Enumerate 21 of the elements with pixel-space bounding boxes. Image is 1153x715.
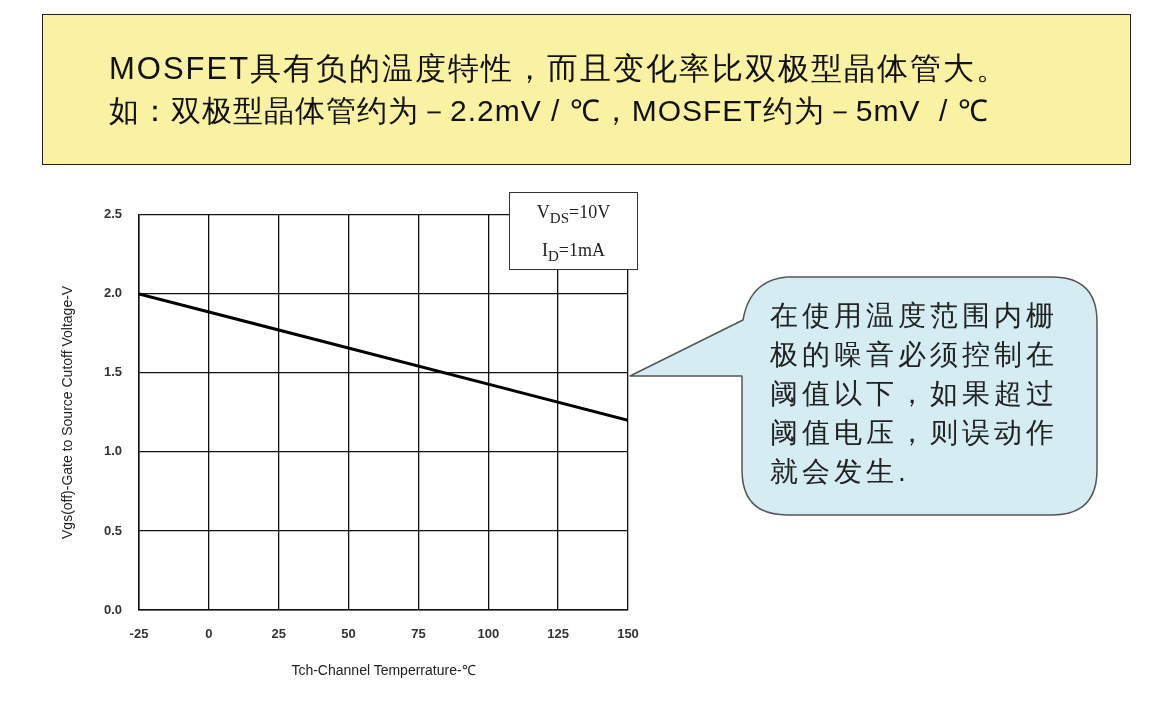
x-tick-label: 25 [271, 626, 286, 642]
y-tick-label: 2.0 [103, 285, 122, 301]
x-axis-title: Tch-Channel Temperrature-℃ [291, 662, 476, 679]
y-tick-label: 1.5 [103, 364, 122, 380]
y-tick-label: 1.0 [103, 443, 122, 459]
y-tick-label: 2.5 [103, 206, 122, 222]
chart-title: MOSFET具有负的温度特性，而且变化率比双极型晶体管大。 [109, 50, 1011, 88]
x-tick-label: 150 [617, 626, 639, 642]
chart-subtitle: 如：双极型晶体管约为－2.2mV / ℃，MOSFET约为－5mV / ℃ [109, 93, 990, 129]
x-tick-label: 50 [341, 626, 356, 642]
y-tick-label: 0.0 [103, 601, 122, 617]
y-tick-label: 0.5 [103, 522, 122, 538]
annotation: V$_{DS}$=10V [535, 201, 612, 228]
y-axis-title: Vgs(off)-Gate to Source Cutoff Voltage-V [59, 285, 76, 539]
x-tick-label: 125 [547, 626, 569, 642]
text: 在使用温度范围内栅极的噪音必须控制在阈值以下，如果超过阈值电压，则误动作就会发生. [770, 299, 1059, 489]
x-tick-label: 100 [477, 626, 500, 642]
x-tick-label: -25 [129, 626, 149, 642]
x-tick-label: 0 [205, 626, 213, 642]
x-tick-label: 75 [411, 626, 426, 642]
annotation: I$_{D}$=1mA [541, 239, 606, 266]
